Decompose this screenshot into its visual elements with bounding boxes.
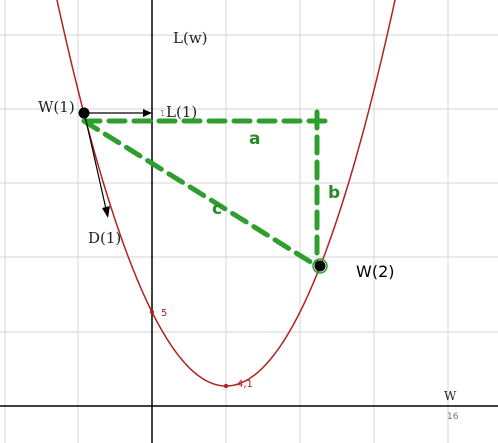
loss-axis-label: L(w) [173,29,208,47]
vertex-point [223,383,229,389]
w2-label: W(2) [356,262,394,281]
w1-label: W(1) [38,98,75,116]
segment-a-label: a [249,129,260,149]
w1-point [78,107,90,119]
segment-c-line [81,118,320,269]
l1-label: L(1) [166,103,197,121]
segment-c-label: c [212,199,222,219]
w2-point-ring [312,258,328,274]
y-intercept-point [149,309,155,315]
w-axis-label: W [444,389,457,403]
d1-arrow [84,115,110,218]
d1-label: D(1) [88,229,121,247]
l1-arrow [88,109,152,117]
l1-subscript: 1 [160,109,165,118]
triangle-dashes [81,109,335,269]
vertex-label: 4,1 [237,379,253,390]
w2-point [314,260,326,272]
w-axis-tick-label: 16 [447,412,459,422]
y-intercept-label: 5 [161,308,167,319]
segment-b-label: b [328,183,340,203]
